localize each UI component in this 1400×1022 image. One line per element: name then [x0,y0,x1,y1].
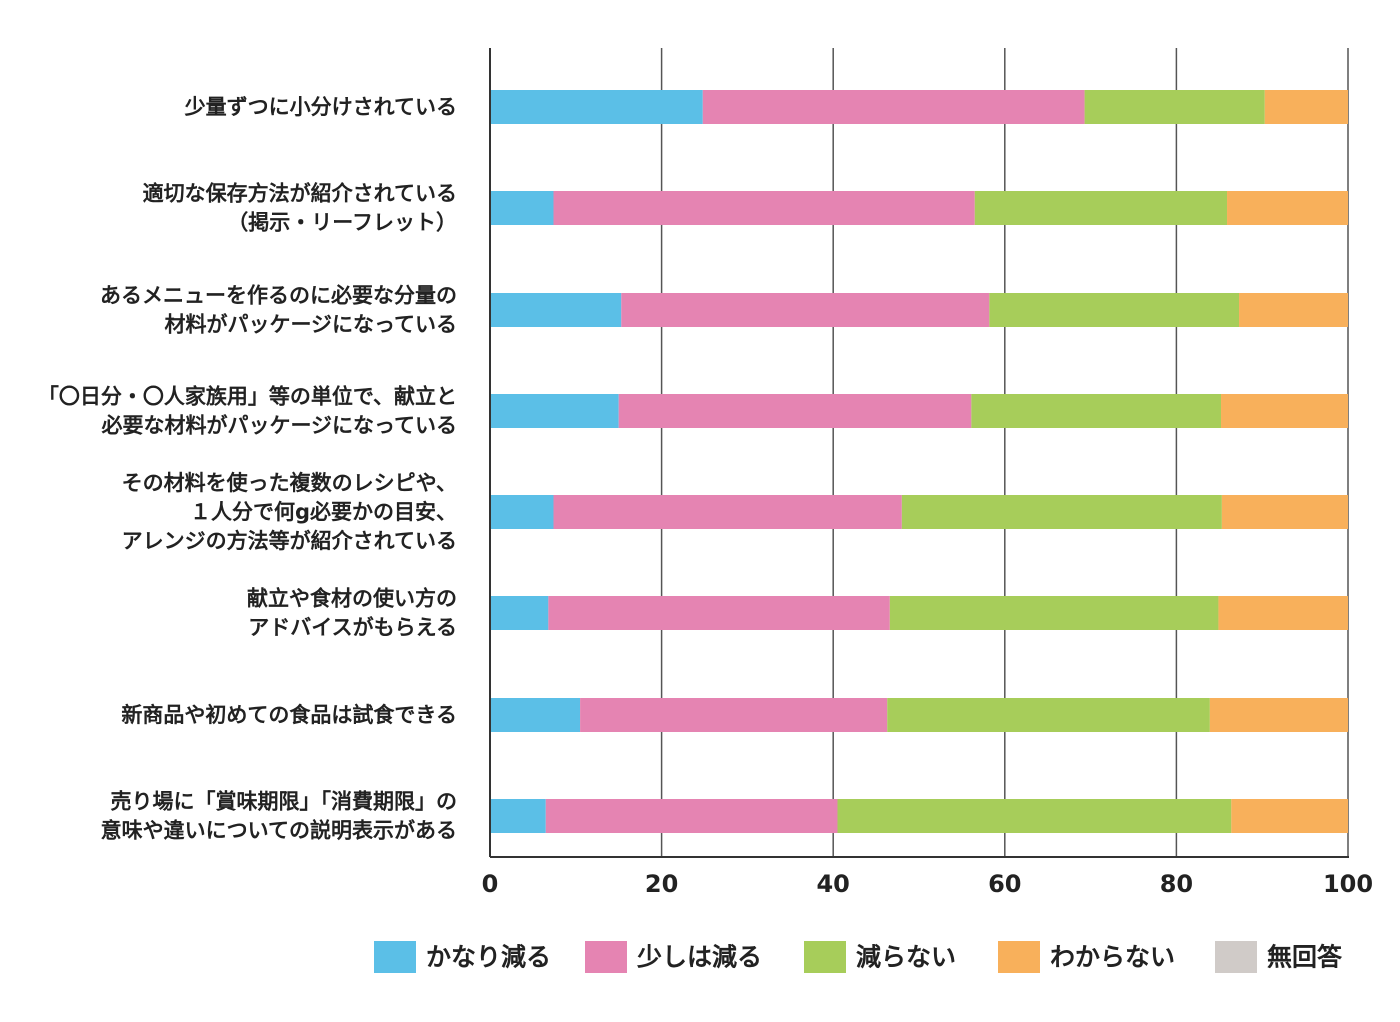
grid-lines [489,48,1349,857]
x-tick-label-40: 40 [816,870,849,898]
category-label-5-0: 献立や食材の使い方の [247,587,457,611]
bar-segment-1-3 [1227,191,1348,225]
bar-segment-7-2 [837,799,1232,833]
bar-segment-6-2 [887,698,1210,732]
legend-swatch-2 [804,941,846,973]
bar-segment-0-1 [702,90,1085,124]
legend-label-4: 無回答 [1267,943,1343,972]
bar-segment-4-1 [553,495,902,529]
bar-segment-0-2 [1084,90,1265,124]
bar-segment-2-2 [989,293,1240,327]
category-label-4-2: アレンジの方法等が紹介されている [122,529,457,553]
x-tick-label-60: 60 [988,870,1021,898]
bar-segment-4-2 [901,495,1222,529]
bar-segment-3-2 [971,394,1222,428]
category-label-0-0: 少量ずつに小分けされている [184,95,457,119]
bar-segment-4-0 [490,495,554,529]
x-tick-label-80: 80 [1160,870,1193,898]
x-tick-labels: 0 20 40 60 80 100 [482,870,1373,898]
bar-segment-6-3 [1209,698,1348,732]
bars [490,90,1348,833]
bar-segment-7-0 [490,799,546,833]
x-tick-label-20: 20 [645,870,678,898]
category-label-1-0: 適切な保存方法が紹介されている [143,182,457,206]
bar-segment-4-3 [1221,495,1348,529]
bar-segment-2-0 [490,293,622,327]
axes [489,48,1349,858]
bar-segment-5-0 [490,596,549,630]
bar-segment-5-3 [1218,596,1348,630]
bar-segment-6-1 [580,698,888,732]
bar-segment-3-1 [618,394,972,428]
legend-label-1: 少しは減る [636,943,762,972]
legend-swatch-3 [998,941,1040,973]
bar-segment-5-2 [889,596,1219,630]
category-label-5-1: アドバイスがもらえる [248,616,457,640]
bar-segment-1-0 [490,191,554,225]
category-label-6-0: 新商品や初めての食品は試食できる [121,703,457,727]
bar-segment-7-3 [1231,799,1348,833]
legend-label-3: わからない [1050,943,1175,972]
bar-segment-5-1 [548,596,890,630]
x-tick-label-0: 0 [482,870,499,898]
legend-swatch-4 [1215,941,1257,973]
bar-segment-0-3 [1264,90,1348,124]
legend-label-2: 減らない [856,943,956,972]
category-label-4-0: その材料を使った複数のレシピや、 [122,471,457,495]
x-tick-label-100: 100 [1323,870,1373,898]
legend: かなり減る 少しは減る 減らない わからない 無回答 [374,941,1343,973]
category-label-4-1: １人分で何g必要かの目安、 [190,500,457,524]
bar-segment-3-3 [1221,394,1348,428]
category-label-3-1: 必要な材料がパッケージになっている [101,414,457,438]
category-label-7-1: 意味や違いについての説明表示がある [101,819,457,843]
bar-segment-6-0 [490,698,581,732]
bar-segment-1-2 [974,191,1228,225]
bar-segment-2-3 [1239,293,1348,327]
bar-segment-3-0 [490,394,619,428]
bar-segment-7-1 [545,799,838,833]
category-label-3-0: 「〇日分・〇人家族用」等の単位で、献立と [38,385,457,409]
bar-segment-1-1 [553,191,975,225]
legend-label-0: かなり減る [426,943,551,972]
bar-segment-0-0 [490,90,703,124]
category-label-2-1: 材料がパッケージになっている [164,313,457,337]
legend-swatch-0 [374,941,416,973]
category-label-2-0: あるメニューを作るのに必要な分量の [100,284,457,308]
category-label-7-0: 売り場に「賞味期限」「消費期限」の [111,790,458,814]
bar-segment-2-1 [621,293,990,327]
legend-swatch-1 [585,941,627,973]
category-label-1-1: （掲示・リーフレット） [227,211,457,235]
